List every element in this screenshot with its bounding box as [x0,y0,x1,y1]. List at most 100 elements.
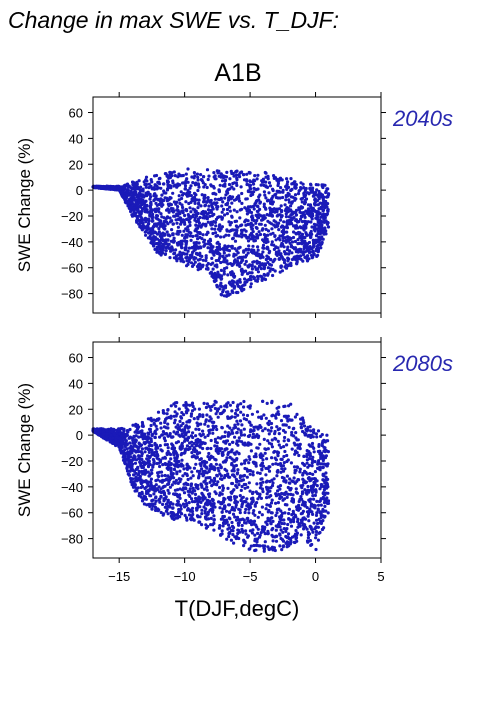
data-point [107,187,111,191]
data-point [171,222,175,226]
data-point [197,476,201,480]
data-point [135,208,139,212]
data-point [191,181,195,185]
data-point [172,480,176,484]
data-point [195,172,199,176]
data-point [243,466,247,471]
data-point [289,188,293,193]
data-point [150,210,154,214]
data-point [224,509,229,513]
data-point [171,210,175,214]
data-point [292,465,297,469]
data-point [282,439,286,443]
data-point [290,535,295,539]
data-point [216,436,220,440]
data-point [293,246,297,250]
data-point [242,228,246,232]
data-point [161,463,165,467]
data-point [280,521,284,526]
data-point [308,425,312,429]
data-point [210,202,215,206]
data-point [259,183,263,187]
data-point [248,404,252,408]
data-point [284,215,288,219]
data-point [187,201,191,206]
data-point [153,505,158,509]
data-point [233,435,237,439]
data-point [197,427,201,432]
data-point [197,472,201,476]
data-point [236,407,240,412]
data-point [248,489,252,493]
data-point [246,485,250,489]
data-point [269,197,274,201]
data-point [240,440,244,444]
data-point [96,185,100,189]
data-point [226,452,230,457]
data-point [305,233,309,237]
data-point [322,212,326,216]
data-point [315,499,319,503]
data-point [323,485,327,489]
data-point [185,217,189,221]
data-point [191,213,195,217]
data-point [169,501,173,505]
data-point [286,191,290,195]
data-point [301,252,306,257]
data-point [225,170,229,174]
data-point [272,207,276,211]
data-point [280,178,284,182]
data-point [179,222,183,226]
data-point [213,444,217,448]
data-point [219,172,223,176]
data-point [314,193,318,197]
data-point [194,223,198,227]
data-point [183,439,187,443]
data-point [273,429,277,434]
data-point [324,454,328,458]
data-point [198,462,203,466]
data-point [310,441,315,446]
data-point [296,238,300,242]
data-point [310,542,314,547]
data-point [148,234,152,238]
data-point [248,430,253,434]
data-point [162,191,166,195]
data-point [243,206,247,210]
data-point [247,481,251,485]
data-point [239,498,243,503]
data-point [155,461,159,466]
data-point [256,435,260,440]
data-point [322,201,326,205]
data-point [216,240,220,244]
data-point [232,261,236,265]
data-point [311,214,315,218]
data-point [146,190,150,194]
data-point [168,196,172,201]
data-point [298,467,302,471]
data-point [160,433,164,437]
y-tick-label: 40 [69,131,83,146]
data-point [315,484,319,488]
data-point [189,210,193,214]
data-point [290,433,294,437]
data-point [168,216,172,220]
data-point [226,496,230,500]
data-point [233,232,237,236]
data-point [227,534,231,539]
data-point [263,451,267,455]
data-point [184,498,188,503]
data-point [270,222,274,226]
data-point [249,423,253,427]
data-point [268,249,272,253]
data-point [126,204,130,208]
data-point [201,175,206,179]
data-point [183,239,187,243]
data-point [197,262,202,266]
data-point [290,201,294,205]
data-point [242,405,246,409]
data-point [214,412,218,416]
data-point [324,229,328,233]
data-point [147,444,151,448]
data-point [314,432,318,436]
